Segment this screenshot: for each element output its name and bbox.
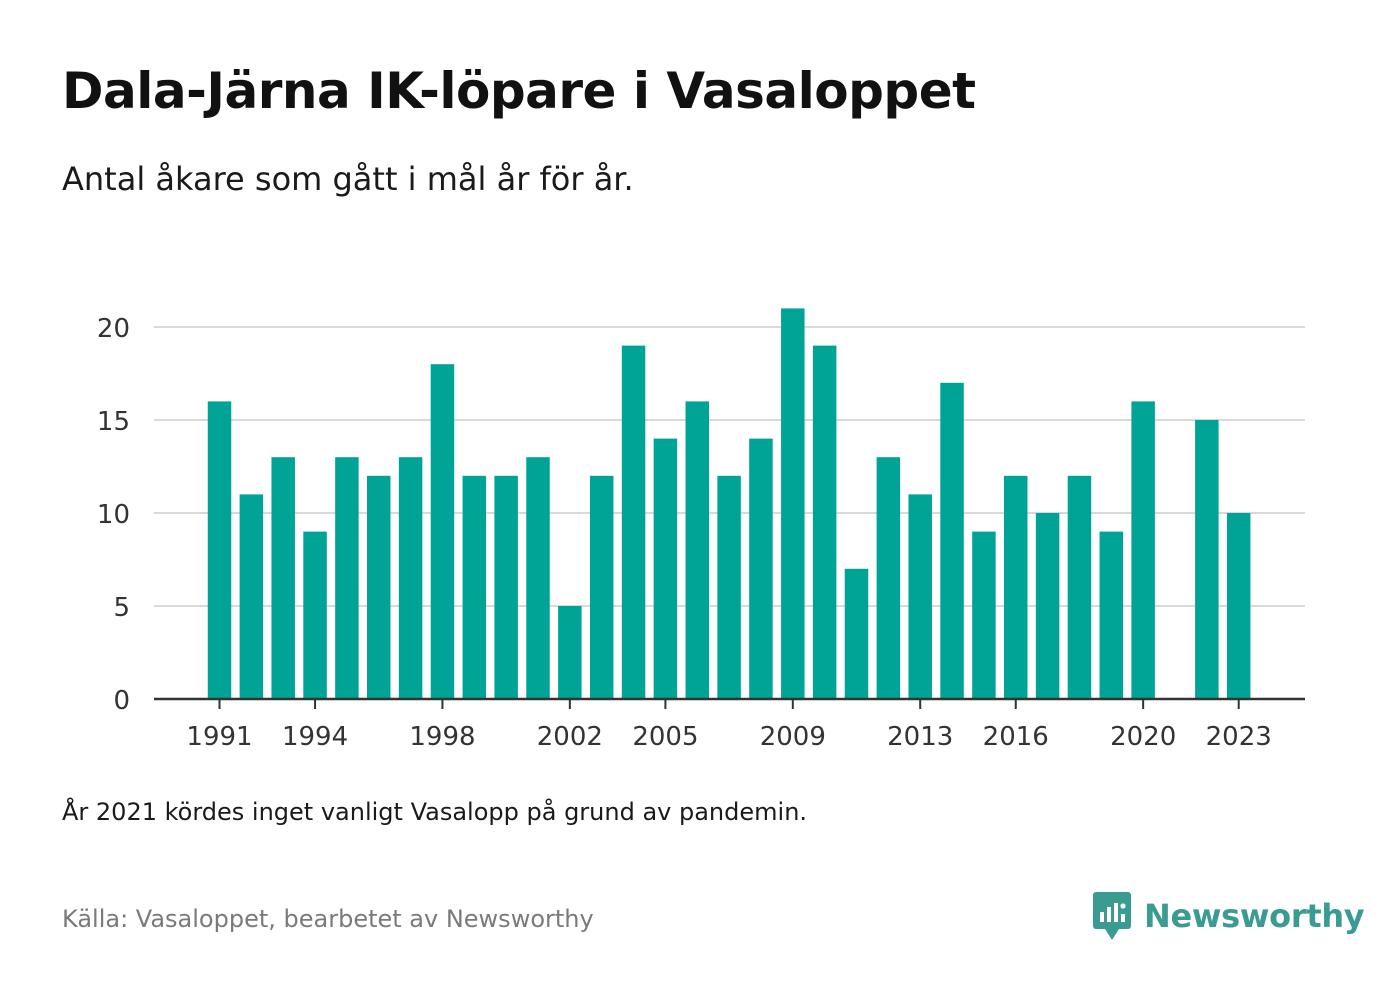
bar-2018 (1067, 475, 1092, 699)
bar-2015 (972, 531, 996, 699)
bar-2013 (908, 494, 932, 699)
bar-1991 (207, 401, 232, 699)
bar-2005 (653, 438, 678, 699)
bars (207, 308, 1251, 699)
bar-2004 (621, 345, 646, 699)
y-tick-label: 20 (97, 314, 130, 344)
bar-2022 (1195, 420, 1219, 699)
y-tick-label: 5 (113, 593, 130, 623)
y-axis-ticks: 0 5 10 15 20 (97, 314, 130, 716)
bar-2012 (876, 457, 901, 699)
bar-1997 (398, 457, 423, 699)
bar-2016 (1004, 475, 1028, 699)
newsworthy-logo-icon (1093, 892, 1131, 940)
bar-1996 (367, 475, 391, 699)
bar-1995 (335, 457, 359, 699)
bar-2001 (526, 457, 550, 699)
x-tick-label: 1991 (186, 722, 252, 752)
x-tick-label: 1998 (409, 722, 475, 752)
bar-2020 (1131, 401, 1155, 699)
bar-1992 (239, 494, 264, 699)
chart-title: Dala-Järna IK-löpare i Vasaloppet (62, 62, 976, 120)
y-tick-label: 0 (113, 686, 130, 716)
y-tick-label: 15 (97, 407, 130, 437)
bar-2008 (749, 438, 773, 699)
source-text: Källa: Vasaloppet, bearbetet av Newswort… (62, 905, 594, 933)
bar-1994 (303, 531, 327, 699)
x-tick-label: 1994 (282, 722, 348, 752)
brand-name: Newsworthy (1144, 897, 1365, 935)
bar-2023 (1226, 513, 1251, 699)
x-tick-label: 2013 (887, 722, 953, 752)
y-tick-label: 10 (97, 500, 130, 530)
bar-2010 (812, 345, 837, 699)
bar-1993 (271, 457, 295, 699)
x-tick-label: 2016 (983, 722, 1049, 752)
x-tick-label: 2020 (1110, 722, 1176, 752)
bar-2009 (781, 308, 805, 699)
x-tick-label: 2002 (537, 722, 603, 752)
bar-2006 (685, 401, 709, 699)
bar-2007 (717, 475, 741, 699)
x-tick-label: 2005 (632, 722, 698, 752)
x-tick-label: 2023 (1206, 722, 1272, 752)
bar-chart: 0 5 10 15 20 1991 1994 1998 2002 2005 2009 2013 201… (97, 308, 1305, 752)
bar-2000 (494, 475, 518, 699)
bar-2019 (1099, 531, 1124, 699)
bar-2017 (1035, 513, 1060, 699)
bar-2011 (844, 568, 869, 699)
bar-2003 (589, 475, 614, 699)
bar-1999 (462, 475, 487, 699)
bar-2014 (940, 382, 964, 699)
bar-2002 (558, 606, 582, 699)
chart-note: År 2021 kördes inget vanligt Vasalopp på… (62, 798, 808, 826)
x-tick-label: 2009 (760, 722, 826, 752)
brand[interactable]: Newsworthy (1092, 890, 1365, 942)
chart-subtitle: Antal åkare som gått i mål år för år. (62, 160, 634, 198)
x-axis-ticks: 1991 1994 1998 2002 2005 2009 2013 2016 2020 2023 (186, 699, 1272, 752)
bar-1998 (430, 364, 455, 699)
